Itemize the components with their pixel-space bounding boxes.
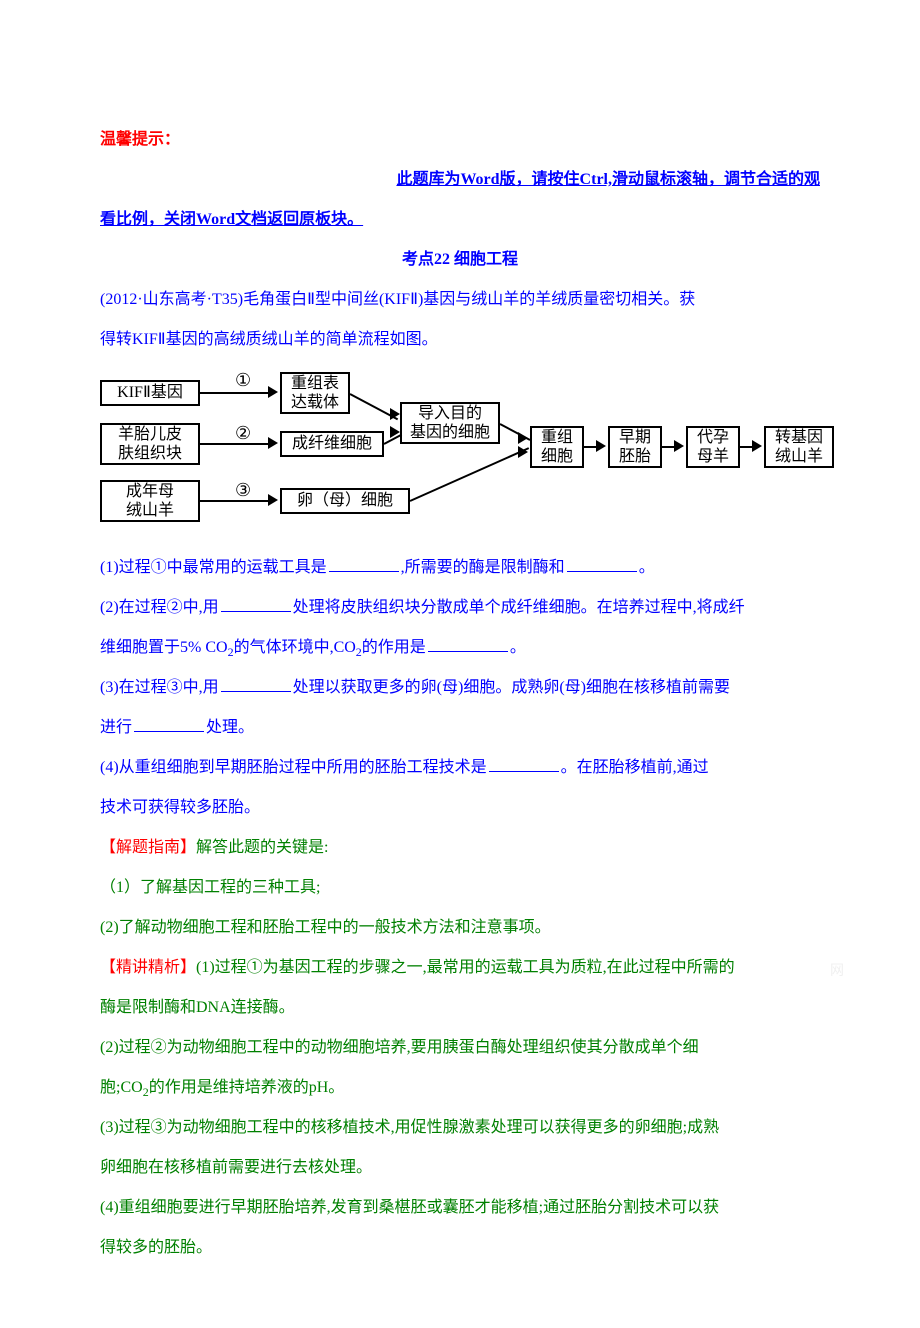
- answer-4-line1: (4)重组细胞要进行早期胚胎培养,发育到桑椹胚或囊胚才能移植;通过胚胎分割技术可…: [100, 1188, 820, 1228]
- q2-text-b: 处理将皮肤组织块分散成单个成纤维细胞。在培养过程中,将成纤: [293, 599, 745, 616]
- q2-text-c: 维细胞置于5% CO: [100, 639, 228, 656]
- step-label-1: ①: [235, 370, 251, 391]
- answer-1-line2: 酶是限制酶和DNA连接酶。: [100, 988, 820, 1028]
- hint-label: 温馨提示：: [100, 120, 820, 160]
- q4-blank-1: [489, 755, 559, 772]
- q3-blank-2: [134, 715, 204, 732]
- box-early-embryo: 早期 胚胎: [608, 426, 662, 468]
- step-label-2: ②: [235, 423, 251, 444]
- box-target-cell: 导入目的 基因的细胞: [400, 402, 500, 444]
- question-source-2: 得转KIFⅡ基因的高绒质绒山羊的简单流程如图。: [100, 320, 820, 360]
- guide-heading-line: 【解题指南】解答此题的关键是:: [100, 828, 820, 868]
- box-recomb-vector: 重组表 达载体: [280, 372, 350, 414]
- question-4-line1: (4)从重组细胞到早期胚胎过程中所用的胚胎工程技术是 。在胚胎移植前,通过: [100, 748, 820, 788]
- step-label-3: ③: [235, 480, 251, 501]
- guide-item-1: （1）了解基因工程的三种工具;: [100, 868, 820, 908]
- answer-1-line1: 网 【精讲精析】(1)过程①为基因工程的步骤之一,最常用的运载工具为质粒,在此过…: [100, 948, 820, 988]
- q4-text-b: 。在胚胎移植前,通过: [561, 759, 709, 776]
- question-source-1: (2012·山东高考·T35)毛角蛋白Ⅱ型中间丝(KIFⅡ)基因与绒山羊的羊绒质…: [100, 280, 820, 320]
- q1-text-b: ,所需要的酶是限制酶和: [401, 559, 565, 576]
- box-recomb-cell: 重组 细胞: [530, 426, 584, 468]
- q2-blank-1: [221, 595, 291, 612]
- hint-link-line2-wrap: 看比例，关闭Word文档返回原板块。: [100, 200, 820, 240]
- question-2-line2: 维细胞置于5% CO2的气体环境中,CO2的作用是。: [100, 628, 820, 668]
- watermark-icon: 网: [830, 954, 850, 989]
- q2-text-a: (2)在过程②中,用: [100, 599, 219, 616]
- box-adult-goat: 成年母 绒山羊: [100, 480, 200, 522]
- a2b-a: 胞;CO: [100, 1079, 143, 1096]
- answer-4-line2: 得较多的胚胎。: [100, 1228, 820, 1268]
- q2-blank-2: [428, 635, 508, 652]
- q3-blank-1: [221, 675, 291, 692]
- q1-text-a: (1)过程①中最常用的运载工具是: [100, 559, 327, 576]
- q3-text-a: (3)在过程③中,用: [100, 679, 219, 696]
- a2b-b: 的作用是维持培养液的pH。: [149, 1079, 345, 1096]
- box-transgenic: 转基因 绒山羊: [764, 426, 834, 468]
- guide-item-2: (2)了解动物细胞工程和胚胎工程中的一般技术方法和注意事项。: [100, 908, 820, 948]
- hint-link-line1-wrap: 此题库为Word版，请按住Ctrl,滑动鼠标滚轴，调节合适的观: [100, 160, 820, 200]
- box-fibroblast: 成纤维细胞: [280, 431, 384, 457]
- q3-text-c: 进行: [100, 719, 132, 736]
- topic-title: 考点22 细胞工程: [100, 240, 820, 280]
- answer-3-line2: 卵细胞在核移植前需要进行去核处理。: [100, 1148, 820, 1188]
- question-2-line1: (2)在过程②中,用 处理将皮肤组织块分散成单个成纤维细胞。在培养过程中,将成纤: [100, 588, 820, 628]
- box-surrogate: 代孕 母羊: [686, 426, 740, 468]
- q2-text-e: 的作用是: [362, 639, 426, 656]
- answer-label: 【精讲精析】: [100, 959, 196, 976]
- answer-2-line1: (2)过程②为动物细胞工程中的动物细胞培养,要用胰蛋白酶处理组织使其分散成单个细: [100, 1028, 820, 1068]
- document-page: 温馨提示： 此题库为Word版，请按住Ctrl,滑动鼠标滚轴，调节合适的观 看比…: [0, 0, 920, 1328]
- hint-link-2[interactable]: 看比例，关闭Word文档返回原板块。: [100, 211, 363, 228]
- question-3-line1: (3)在过程③中,用 处理以获取更多的卵(母)细胞。成熟卵(母)细胞在核移植前需要: [100, 668, 820, 708]
- question-1: (1)过程①中最常用的运载工具是 ,所需要的酶是限制酶和 。: [100, 548, 820, 588]
- q4-text-a: (4)从重组细胞到早期胚胎过程中所用的胚胎工程技术是: [100, 759, 487, 776]
- q1-text-c: 。: [639, 559, 655, 576]
- box-oocyte: 卵（母）细胞: [280, 488, 410, 514]
- answer-3-line1: (3)过程③为动物细胞工程中的核移植技术,用促性腺激素处理可以获得更多的卵细胞;…: [100, 1108, 820, 1148]
- q3-text-b: 处理以获取更多的卵(母)细胞。成熟卵(母)细胞在核移植前需要: [293, 679, 730, 696]
- box-skin-tissue: 羊胎儿皮 肤组织块: [100, 423, 200, 465]
- answer-2-line2: 胞;CO2的作用是维持培养液的pH。: [100, 1068, 820, 1108]
- q2-text-d: 的气体环境中,CO: [234, 639, 356, 656]
- guide-label: 【解题指南】: [100, 839, 196, 856]
- q1-blank-2: [567, 555, 637, 572]
- q3-text-d: 处理。: [206, 719, 254, 736]
- guide-intro: 解答此题的关键是:: [196, 839, 328, 856]
- question-4-line2: 技术可获得较多胚胎。: [100, 788, 820, 828]
- q2-text-f: 。: [510, 639, 526, 656]
- q1-blank-1: [329, 555, 399, 572]
- a1-text: (1)过程①为基因工程的步骤之一,最常用的运载工具为质粒,在此过程中所需的: [196, 959, 735, 976]
- hint-link-1[interactable]: 此题库为Word版，请按住Ctrl,滑动鼠标滚轴，调节合适的观: [396, 171, 820, 188]
- question-3-line2: 进行 处理。: [100, 708, 820, 748]
- flow-diagram: KIFⅡ基因 重组表 达载体 羊胎儿皮 肤组织块 成纤维细胞 成年母 绒山羊 卵…: [100, 368, 820, 538]
- box-kif-gene: KIFⅡ基因: [100, 380, 200, 406]
